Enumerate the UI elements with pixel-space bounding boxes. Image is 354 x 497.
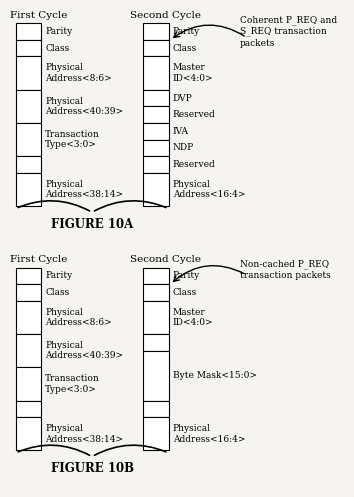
Text: Parity: Parity — [45, 27, 72, 36]
Text: FIGURE 10B: FIGURE 10B — [51, 462, 133, 475]
Text: First Cycle: First Cycle — [10, 255, 67, 264]
Text: Physical
Address<38:14>: Physical Address<38:14> — [45, 424, 123, 443]
Text: Physical
Address<40:39>: Physical Address<40:39> — [45, 96, 123, 116]
Bar — [16, 401, 41, 417]
Bar — [16, 90, 41, 123]
Bar — [143, 351, 169, 401]
Bar — [16, 40, 41, 57]
Text: Physical
Address<16:4>: Physical Address<16:4> — [173, 424, 245, 443]
Bar — [16, 156, 41, 173]
Bar — [16, 23, 41, 40]
Text: First Cycle: First Cycle — [10, 11, 67, 20]
Text: NDP: NDP — [173, 144, 194, 153]
Text: Master
ID<4:0>: Master ID<4:0> — [173, 64, 213, 83]
Text: Non-cached P_REQ
transaction packets: Non-cached P_REQ transaction packets — [240, 259, 331, 280]
Text: IVA: IVA — [173, 127, 189, 136]
Text: Second Cycle: Second Cycle — [131, 11, 201, 20]
Text: Physical
Address<8:6>: Physical Address<8:6> — [45, 64, 112, 83]
Bar — [143, 40, 169, 57]
Bar — [16, 334, 41, 367]
Bar — [16, 123, 41, 156]
Text: Physical
Address<16:4>: Physical Address<16:4> — [173, 180, 245, 199]
Text: Class: Class — [45, 44, 69, 53]
Text: Second Cycle: Second Cycle — [131, 255, 201, 264]
Text: Class: Class — [173, 288, 197, 297]
Bar — [143, 90, 169, 106]
Bar — [143, 301, 169, 334]
Bar — [143, 123, 169, 140]
Bar — [143, 173, 169, 206]
Bar — [143, 284, 169, 301]
Text: Transaction
Type<3:0>: Transaction Type<3:0> — [45, 130, 100, 149]
Text: Class: Class — [173, 44, 197, 53]
Text: Byte Mask<15:0>: Byte Mask<15:0> — [173, 371, 257, 380]
Text: Coherent P_REQ and
S_REQ transaction
packets: Coherent P_REQ and S_REQ transaction pac… — [240, 15, 337, 48]
Text: Physical
Address<38:14>: Physical Address<38:14> — [45, 180, 123, 199]
Bar — [143, 106, 169, 123]
Bar — [16, 367, 41, 401]
Text: Physical
Address<8:6>: Physical Address<8:6> — [45, 308, 112, 327]
Text: Reserved: Reserved — [173, 110, 215, 119]
Bar — [16, 417, 41, 450]
Text: DVP: DVP — [173, 93, 192, 102]
Bar — [16, 173, 41, 206]
Bar — [143, 401, 169, 417]
Bar — [143, 23, 169, 40]
Text: Class: Class — [45, 288, 69, 297]
Text: FIGURE 10A: FIGURE 10A — [51, 218, 133, 231]
Bar — [143, 417, 169, 450]
Bar — [143, 156, 169, 173]
Bar — [143, 267, 169, 284]
Bar — [143, 140, 169, 156]
Text: Parity: Parity — [173, 271, 200, 280]
Bar — [16, 57, 41, 90]
Text: Transaction
Type<3:0>: Transaction Type<3:0> — [45, 374, 100, 394]
Bar — [16, 267, 41, 284]
Text: Master
ID<4:0>: Master ID<4:0> — [173, 308, 213, 327]
Bar — [143, 334, 169, 351]
Bar — [16, 284, 41, 301]
Text: Physical
Address<40:39>: Physical Address<40:39> — [45, 341, 123, 360]
Bar — [16, 301, 41, 334]
Text: Reserved: Reserved — [173, 160, 215, 169]
Text: Parity: Parity — [45, 271, 72, 280]
Bar — [143, 57, 169, 90]
Text: Parity: Parity — [173, 27, 200, 36]
